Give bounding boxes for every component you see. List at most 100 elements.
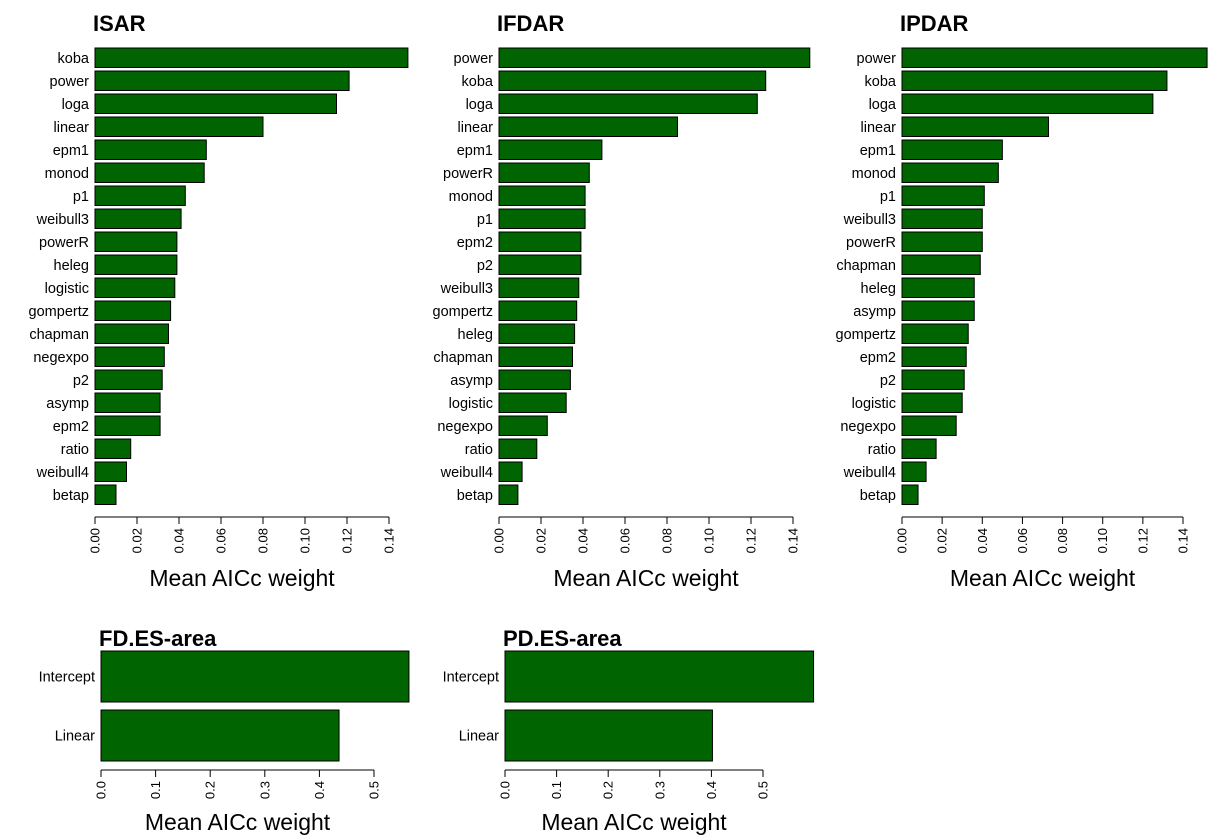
bar-weibull3 [498,277,580,298]
x-tick-label: 0.10 [298,528,313,553]
category-label: p2 [880,373,896,389]
bar-linear [504,709,713,762]
x-axis-label: Mean AICc weight [950,565,1136,591]
bar-weibull4 [901,461,927,482]
category-label: p2 [477,258,493,274]
bar-monod [498,185,586,206]
x-tick-label: 0.12 [744,528,759,553]
bar-asymp [901,300,975,321]
bar-p2 [901,369,965,390]
x-tick-label: 0.2 [203,781,218,799]
category-label: negexpo [33,350,89,366]
bar-epm1 [498,139,603,160]
bar-koba [498,70,767,91]
x-tick-label: 0.3 [652,781,667,799]
bar-ratio [94,438,132,459]
category-label: power [857,51,897,67]
category-label: loga [869,97,897,113]
bar-powerr [94,231,178,252]
category-label: Linear [55,729,95,745]
x-tick-label: 0.00 [492,528,507,553]
bar-p2 [94,369,163,390]
x-axis: 0.00 0.02 0.04 0.06 0.08 0.10 0.12 0.14 [492,516,801,553]
category-label: loga [62,97,90,113]
bar-betap [94,484,117,505]
category-label: weibull4 [440,465,493,481]
x-tick-label: 0.0 [498,781,513,799]
bar-epm1 [901,139,1003,160]
bar-loga [901,93,1154,114]
category-label: betap [457,488,493,504]
x-tick-label: 0.5 [367,781,382,799]
bar-gompertz [901,323,969,344]
bar-intercept [100,650,410,703]
bar-koba [94,47,409,68]
category-label: p1 [880,189,896,205]
bar-gompertz [498,300,578,321]
bar-epm2 [94,415,161,436]
x-tick-label: 0.06 [618,528,633,553]
x-tick-label: 0.4 [312,781,327,799]
panel-fd-es-area: FD.ES-area Intercept Linear 0.0 0.1 0.2 0.3 0.4… [39,626,410,835]
category-label: heleg [861,281,896,297]
panel-title: FD.ES-area [99,626,217,651]
category-label: weibull4 [36,465,89,481]
bar-epm1 [94,139,207,160]
bar-negexpo [94,346,165,367]
x-tick-label: 0.10 [1095,528,1110,553]
category-label: powerR [39,235,89,251]
bar-monod [94,162,205,183]
bar-p1 [498,208,586,229]
bar-asymp [94,392,161,413]
category-label: p1 [477,212,493,228]
x-tick-label: 0.00 [895,528,910,553]
category-label: koba [58,51,90,67]
bar-koba [901,70,1168,91]
category-label: logistic [45,281,89,297]
bar-ratio [498,438,538,459]
bar-weibull3 [901,208,983,229]
x-axis: 0.0 0.1 0.2 0.3 0.4 0.5 [94,769,382,799]
bar-chapman [94,323,169,344]
bar-monod [901,162,999,183]
x-tick-label: 0.02 [130,528,145,553]
x-axis-label: Mean AICc weight [149,565,335,591]
category-label: monod [449,189,493,205]
category-label: p1 [73,189,89,205]
bar-p1 [901,185,985,206]
category-label: weibull4 [843,465,896,481]
category-label: gompertz [29,304,89,320]
category-label: Intercept [443,670,499,686]
x-axis: 0.0 0.1 0.2 0.3 0.4 0.5 [498,769,771,799]
category-label: logistic [449,396,493,412]
bar-power [901,47,1208,68]
category-label: asymp [853,304,896,320]
bar-loga [94,93,337,114]
x-tick-label: 0.12 [1135,528,1150,553]
x-tick-label: 0.08 [660,528,675,553]
bar-intercept [504,650,815,703]
bar-p2 [498,254,582,275]
bar-chapman [901,254,981,275]
bar-weibull3 [94,208,182,229]
x-tick-label: 0.12 [340,528,355,553]
bar-linear [498,116,678,137]
x-tick-label: 0.14 [382,528,397,553]
category-label: asymp [450,373,493,389]
category-label: heleg [458,327,493,343]
category-label: powerR [846,235,896,251]
category-label: logistic [852,396,896,412]
category-label: negexpo [437,419,493,435]
x-tick-label: 0.06 [214,528,229,553]
category-label: power [454,51,494,67]
category-label: epm1 [860,143,896,159]
bar-power [498,47,811,68]
x-tick-label: 0.14 [1176,528,1191,553]
category-label: negexpo [840,419,896,435]
panel-pd-es-area: PD.ES-area Intercept Linear 0.0 0.1 0.2 0.3 0.4… [443,626,815,835]
bar-betap [901,484,919,505]
bar-weibull4 [498,461,523,482]
panel-title: IPDAR [900,11,969,36]
